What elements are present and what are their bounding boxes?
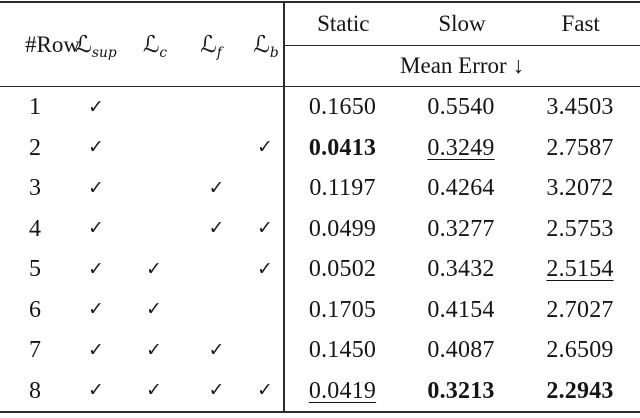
table-row: 6 ✓ ✓ 0.1705 0.4154 2.7027 bbox=[0, 290, 640, 331]
col-header-slow: Slow bbox=[438, 10, 486, 36]
col-header-fast: Fast bbox=[561, 10, 600, 36]
check-cell-f: ✓ bbox=[208, 217, 225, 240]
metric-value-static: 0.1450 bbox=[308, 337, 377, 364]
loss-subscript: sup bbox=[91, 44, 117, 61]
row-number-cell: 2 bbox=[29, 134, 41, 161]
check-cell-f: ✓ bbox=[208, 176, 225, 199]
check-cell-c: ✓ bbox=[146, 379, 162, 402]
row-number-cell: 6 bbox=[29, 296, 41, 323]
metric-value-slow: 0.3249 bbox=[427, 134, 495, 161]
metric-value-slow: 0.4154 bbox=[427, 296, 495, 323]
check-cell-c: ✓ bbox=[146, 338, 162, 361]
loss-header-f: ℒf bbox=[200, 32, 222, 61]
metric-value-fast: 2.6509 bbox=[546, 337, 614, 364]
metric-value-static: 0.1705 bbox=[308, 296, 377, 323]
loss-symbol: ℒ bbox=[142, 32, 160, 58]
row-number-cell: 4 bbox=[29, 215, 41, 242]
check-cell-sup: ✓ bbox=[88, 136, 104, 159]
check-cell-b: ✓ bbox=[257, 136, 273, 159]
loss-symbol: ℒ bbox=[75, 32, 92, 58]
loss-header-sup: ℒsup bbox=[75, 32, 117, 61]
metric-value-static: 0.1650 bbox=[308, 94, 377, 121]
check-cell-c: ✓ bbox=[146, 257, 162, 280]
metric-value-slow: 0.5540 bbox=[427, 94, 495, 121]
metric-column-headers: Static Slow Fast bbox=[284, 3, 640, 46]
check-cell-c: ✓ bbox=[146, 298, 162, 321]
col-header-static: Static bbox=[317, 10, 370, 36]
column-divider-rule bbox=[283, 3, 285, 411]
metric-value-fast: 2.7587 bbox=[546, 134, 614, 161]
metric-value-static: 0.0499 bbox=[308, 215, 377, 242]
check-cell-sup: ✓ bbox=[88, 176, 104, 199]
check-cell-sup: ✓ bbox=[88, 257, 104, 280]
row-number-cell: 3 bbox=[29, 175, 41, 202]
row-number-header: #Row bbox=[25, 32, 80, 57]
table-row: 2 ✓ ✓ 0.0413 0.3249 2.7587 bbox=[0, 128, 640, 169]
loss-subscript: b bbox=[269, 44, 279, 61]
metric-value-fast: 2.2943 bbox=[546, 377, 614, 404]
loss-subscript: f bbox=[216, 44, 222, 61]
check-cell-sup: ✓ bbox=[88, 217, 104, 240]
check-cell-b: ✓ bbox=[257, 379, 273, 402]
check-cell-b: ✓ bbox=[257, 257, 273, 280]
metric-value-slow: 0.4087 bbox=[427, 337, 495, 364]
loss-header-group: #Row ℒsup ℒc ℒf ℒb bbox=[0, 3, 283, 86]
metric-value-fast: 2.5753 bbox=[546, 215, 614, 242]
metric-value-static: 0.1197 bbox=[309, 175, 376, 202]
check-cell-sup: ✓ bbox=[88, 95, 104, 118]
loss-header-c: ℒc bbox=[142, 32, 168, 61]
metric-value-fast: 3.2072 bbox=[546, 175, 614, 202]
metric-value-fast: 2.5154 bbox=[546, 256, 614, 283]
metric-value-static: 0.0419 bbox=[308, 377, 377, 404]
metric-value-slow: 0.3432 bbox=[427, 256, 495, 283]
row-number-cell: 7 bbox=[29, 337, 41, 364]
table-body: 1 ✓ 0.1650 0.5540 3.4503 2 ✓ ✓ 0.0413 0.… bbox=[0, 87, 640, 411]
check-cell-sup: ✓ bbox=[88, 298, 104, 321]
table-row: 4 ✓ ✓ ✓ 0.0499 0.3277 2.5753 bbox=[0, 209, 640, 250]
check-cell-f: ✓ bbox=[208, 379, 225, 402]
check-cell-sup: ✓ bbox=[88, 379, 104, 402]
loss-symbol: ℒ bbox=[253, 32, 270, 58]
table-row: 1 ✓ 0.1650 0.5540 3.4503 bbox=[0, 87, 640, 128]
loss-header-b: ℒb bbox=[253, 32, 279, 61]
table-row: 8 ✓ ✓ ✓ ✓ 0.0419 0.3213 2.2943 bbox=[0, 371, 640, 412]
mean-error-subheader: Mean Error ↓ bbox=[400, 52, 524, 78]
table-row: 7 ✓ ✓ ✓ 0.1450 0.4087 2.6509 bbox=[0, 330, 640, 371]
metric-value-slow: 0.3213 bbox=[427, 377, 495, 404]
row-number-cell: 8 bbox=[29, 377, 41, 404]
metric-value-fast: 3.4503 bbox=[546, 94, 614, 121]
loss-subscript: c bbox=[159, 44, 168, 61]
check-cell-f: ✓ bbox=[208, 338, 225, 361]
table-header: #Row ℒsup ℒc ℒf ℒb Static Slow Fast Mean… bbox=[0, 3, 640, 87]
check-cell-b: ✓ bbox=[257, 217, 273, 240]
metric-value-static: 0.0413 bbox=[308, 134, 377, 161]
metric-value-fast: 2.7027 bbox=[546, 296, 614, 323]
table-row: 3 ✓ ✓ 0.1197 0.4264 3.2072 bbox=[0, 168, 640, 209]
row-number-cell: 1 bbox=[29, 94, 41, 121]
metric-value-slow: 0.3277 bbox=[427, 215, 495, 242]
metric-value-slow: 0.4264 bbox=[427, 175, 495, 202]
loss-symbol: ℒ bbox=[200, 32, 217, 58]
check-cell-sup: ✓ bbox=[88, 338, 104, 361]
metric-value-static: 0.0502 bbox=[308, 256, 377, 283]
row-number-cell: 5 bbox=[29, 256, 41, 283]
table-row: 5 ✓ ✓ ✓ 0.0502 0.3432 2.5154 bbox=[0, 249, 640, 290]
